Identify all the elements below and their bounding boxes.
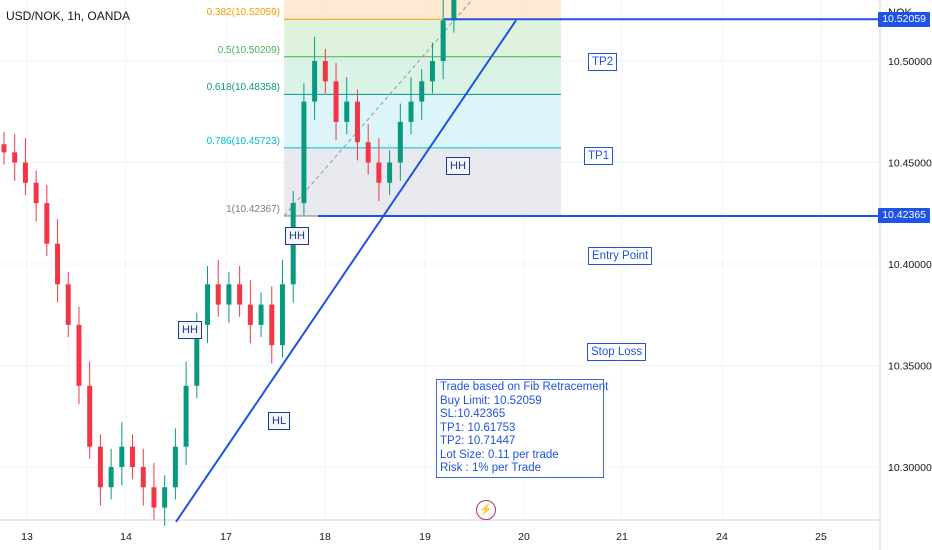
candle-body	[33, 182, 39, 204]
candle-body	[258, 304, 264, 325]
symbol-title[interactable]: USD/NOK, 1h, OANDA	[6, 9, 131, 23]
hh-mid-label[interactable]: HH	[285, 227, 309, 245]
candle-body	[172, 446, 178, 488]
candle-body	[44, 203, 50, 244]
candle-body	[108, 467, 114, 488]
fib-diagonal	[283, 0, 473, 217]
lightning-icon[interactable]: ⚡	[476, 500, 496, 520]
note-line: TP2: 10.71447	[440, 435, 516, 447]
price-tag[interactable]: 10.42365	[878, 208, 930, 224]
note-line: Buy Limit: 10.52059	[440, 394, 542, 407]
x-tick-label: 13	[21, 531, 33, 543]
fib-level-label: 0.786(10.45723)	[206, 135, 280, 147]
candle-body	[119, 446, 125, 467]
price-tag[interactable]: 10.52059	[878, 11, 930, 27]
hh-top-label[interactable]: HH	[446, 157, 470, 175]
candle-body	[65, 284, 71, 325]
candle-body	[55, 243, 61, 285]
candle-body	[376, 162, 382, 183]
y-tick-label: 10.45000	[888, 158, 932, 170]
tp1-label[interactable]: TP1	[584, 147, 614, 165]
stop-loss-label[interactable]: Stop Loss	[587, 343, 647, 361]
candle-body	[97, 446, 103, 488]
candle-body	[451, 0, 457, 21]
candle-body	[183, 385, 189, 447]
candle-body	[162, 487, 168, 508]
candle-body	[387, 162, 393, 183]
tp2-label[interactable]: TP2	[588, 53, 618, 71]
y-tick-label: 10.35000	[888, 361, 932, 373]
x-tick-label: 24	[716, 531, 728, 543]
fib-level-label: 1(10.42367)	[226, 203, 280, 215]
candle-body	[76, 324, 82, 386]
candle-body	[1, 144, 7, 153]
candle-body	[333, 81, 339, 122]
candle-body	[140, 467, 146, 488]
candle-body	[151, 487, 157, 508]
note-line: Trade based on Fib Retracement	[440, 381, 609, 393]
candle-body	[205, 284, 211, 325]
note-line: Lot Size: 0.11 per trade	[440, 448, 559, 461]
y-tick-label: 10.50000	[888, 56, 932, 68]
hl-label[interactable]: HL	[268, 412, 291, 430]
candle-body	[354, 101, 360, 143]
x-tick-label: 18	[319, 531, 331, 543]
candle-body	[429, 61, 435, 82]
note-line: TP1: 10.61753	[440, 421, 516, 434]
fib-level-label: 0.382(10.52059)	[206, 7, 280, 19]
hh-left-label[interactable]: HH	[178, 321, 202, 339]
candle-body	[215, 284, 221, 305]
candle-body	[419, 81, 425, 102]
candle-body	[365, 142, 371, 163]
candle-body	[312, 61, 318, 102]
candle-body	[269, 304, 275, 346]
entry-point-label[interactable]: Entry Point	[588, 247, 653, 265]
candle-body	[344, 101, 350, 122]
candle-body	[247, 304, 253, 325]
trendline	[175, 19, 517, 523]
x-tick-label: 19	[419, 531, 431, 543]
candle-body	[408, 101, 414, 122]
candle-body	[22, 162, 28, 183]
candle-body	[279, 284, 285, 346]
candle-body	[194, 324, 200, 386]
candle-body	[226, 284, 232, 305]
x-tick-label: 20	[518, 531, 530, 543]
fib-zone	[284, 19, 561, 57]
fib-level-label: 0.5(10.50209)	[217, 44, 280, 56]
candle-body	[322, 61, 328, 82]
candle-body	[12, 152, 18, 163]
note-line: Risk : 1% per Trade	[440, 462, 541, 474]
y-tick-label: 10.30000	[888, 462, 932, 474]
fib-level-label: 0.618(10.48358)	[206, 82, 280, 94]
x-tick-label: 17	[220, 531, 232, 543]
candle-body	[440, 20, 446, 61]
candle-body	[87, 385, 93, 447]
x-tick-label: 21	[616, 531, 628, 543]
x-tick-label: 25	[815, 531, 827, 543]
candle-body	[397, 121, 403, 163]
trade-note[interactable]: Trade based on Fib Retracement Buy Limit…	[436, 379, 609, 478]
candle-body	[301, 101, 307, 204]
note-line: SL:10.42365	[440, 408, 506, 420]
candle-body	[237, 284, 243, 305]
fib-zone	[284, 94, 561, 148]
fib-zone	[284, 0, 561, 20]
x-tick-label: 14	[120, 531, 132, 543]
y-tick-label: 10.40000	[888, 259, 932, 271]
candle-body	[130, 446, 136, 467]
